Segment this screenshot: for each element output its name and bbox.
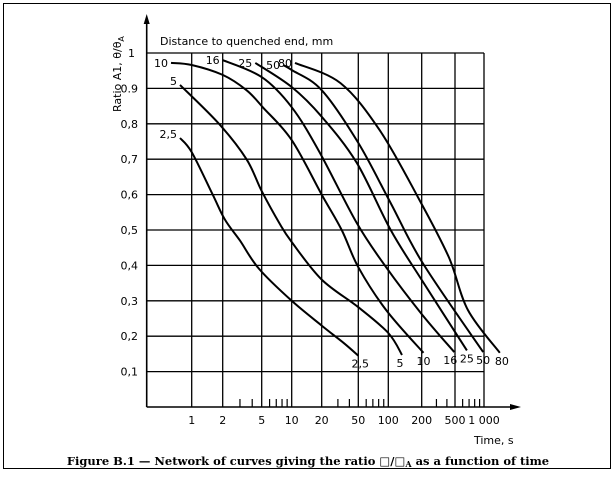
y-tick-label: 0,3 — [121, 295, 139, 308]
y-tick-label: 0,4 — [121, 259, 139, 272]
curve-25 — [254, 62, 468, 351]
y-axis-label-main: Ratio A1, θ/θ — [111, 41, 124, 112]
x-tick-label: 2 — [219, 414, 226, 427]
curve-16 — [222, 59, 456, 353]
y-tick-label: 0.9 — [121, 82, 139, 95]
curve-end-label: 50 — [476, 354, 490, 367]
x-axis-label: Time, s — [473, 434, 514, 447]
x-axis-arrow-icon — [510, 404, 521, 410]
x-tick-label: 100 — [378, 414, 399, 427]
y-axis-label-sub: A — [117, 36, 126, 42]
figure-caption: Figure B.1 — Network of curves giving th… — [0, 454, 616, 469]
curve-start-label: 25 — [238, 57, 252, 70]
curve-start-label: 5 — [170, 75, 177, 88]
curve-end-label: 5 — [397, 357, 404, 370]
y-tick-label: 0,8 — [121, 118, 139, 131]
curve-end-label: 80 — [495, 355, 509, 368]
axes — [143, 14, 521, 410]
x-tick-label: 200 — [411, 414, 432, 427]
curve-end-label: 10 — [416, 355, 430, 368]
curve-end-label: 2,5 — [352, 358, 370, 371]
y-axis-arrow-icon — [143, 14, 150, 24]
caption-symbol: □/□ — [379, 454, 406, 468]
curve-10 — [170, 61, 425, 354]
figure-frame — [3, 3, 611, 469]
y-axis-label: Ratio A1, θ/θA — [111, 36, 126, 112]
tick-labels: 1 2 5 10 20 50 100 200 500 1 0000,10,20,30,40,50,… — [121, 47, 500, 427]
curve-start-label: 2,5 — [160, 128, 178, 141]
curve-5 — [179, 84, 403, 356]
legend-title: Distance to quenched end, mm — [160, 35, 333, 48]
curve-2-5 — [179, 137, 359, 357]
caption-prefix: Figure B.1 — Network of curves giving th… — [66, 454, 380, 468]
curve-start-label: 80 — [278, 57, 292, 70]
curve-80 — [294, 61, 501, 354]
curve-start-label: 50 — [266, 59, 280, 72]
curve-50 — [282, 64, 485, 353]
curve-start-label: 16 — [206, 54, 220, 67]
curve-end-label: 25 — [460, 352, 474, 365]
y-tick-label: 0,7 — [121, 153, 139, 166]
caption-suffix: as a function of time — [411, 454, 550, 468]
x-tick-label: 1 — [188, 414, 195, 427]
x-tick-label: 5 — [258, 414, 265, 427]
x-tick-label: 1 000 — [468, 414, 500, 427]
y-tick-label: 0,5 — [121, 224, 139, 237]
x-tick-label: 500 — [445, 414, 466, 427]
y-tick-label: 0,2 — [121, 330, 139, 343]
curve-end-label: 16 — [443, 354, 457, 367]
y-tick-label: 1 — [128, 47, 135, 60]
caption-symbol-sub: A — [405, 459, 412, 469]
x-tick-label: 10 — [285, 414, 299, 427]
curve-start-label: 10 — [154, 57, 168, 70]
x-tick-label: 50 — [351, 414, 365, 427]
y-tick-label: 0,1 — [121, 366, 139, 379]
x-tick-label: 20 — [315, 414, 329, 427]
y-tick-label: 0,6 — [121, 189, 139, 202]
grid — [146, 52, 485, 407]
